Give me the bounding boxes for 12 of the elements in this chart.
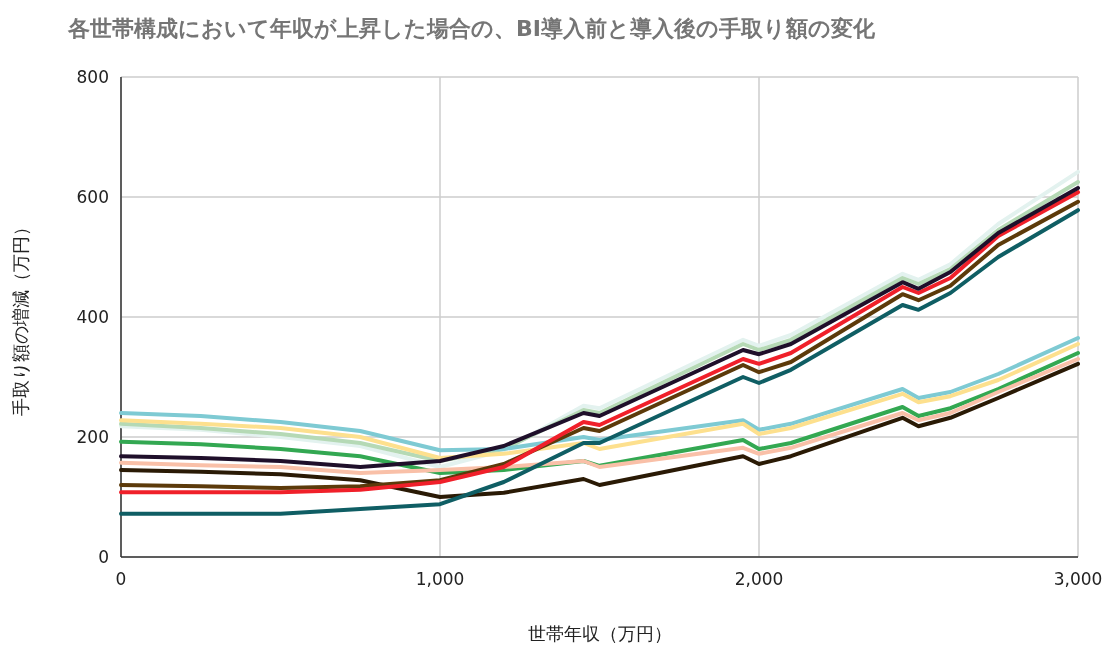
y-tick-label: 600 — [76, 187, 109, 207]
ylabel: 手取り額の増減（万円） — [10, 218, 31, 416]
x-tick-label: 3,000 — [1053, 569, 1103, 589]
title: 各世帯構成において年収が上昇した場合の、BI導入前と導入後の手取り額の変化 — [68, 16, 875, 41]
y-tick-label: 400 — [76, 307, 109, 327]
x-tick-label: 1,000 — [415, 569, 465, 589]
y-tick-label: 800 — [76, 67, 109, 87]
x-tick-label: 0 — [115, 569, 127, 589]
xlabel: 世帯年収（万円） — [527, 623, 672, 644]
y-tick-label: 0 — [98, 547, 109, 567]
x-tick-label: 2,000 — [734, 569, 784, 589]
y-tick-label: 200 — [76, 427, 109, 447]
